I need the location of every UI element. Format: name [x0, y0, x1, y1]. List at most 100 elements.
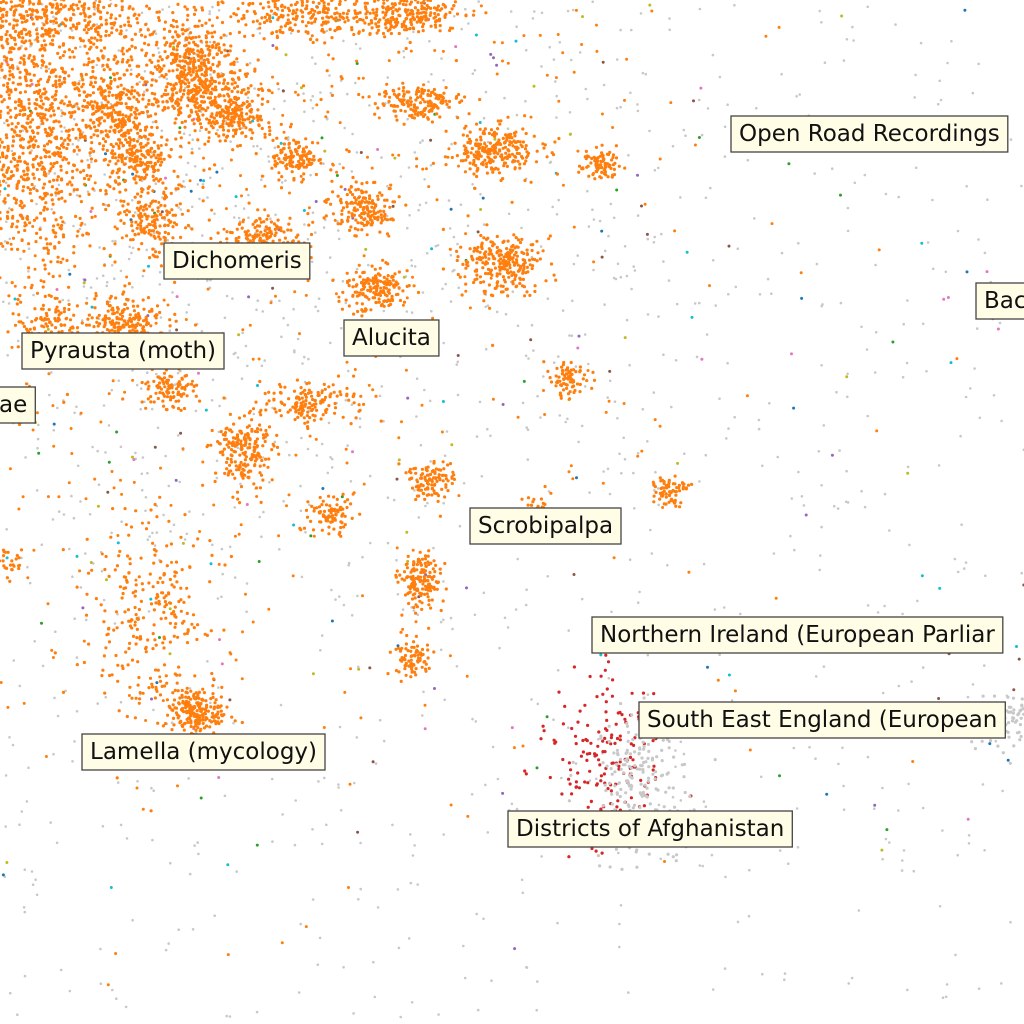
noise-point: [883, 604, 886, 608]
noise-point: [668, 17, 671, 20]
cluster-point: [157, 231, 161, 235]
noise-point: [906, 988, 909, 992]
cluster-point: [288, 26, 292, 30]
noise-point: [85, 296, 89, 300]
noise-point: [571, 8, 575, 12]
cluster-point: [9, 115, 13, 119]
cluster-point: [13, 157, 17, 161]
cluster-point: [120, 133, 124, 137]
noise-point: [73, 411, 76, 415]
cluster-point: [391, 11, 395, 15]
noise-point: [724, 875, 727, 879]
accent-point: [1, 873, 5, 877]
cluster-point: [176, 2, 180, 6]
cluster-point: [129, 113, 133, 117]
cluster-point: [208, 79, 212, 83]
noise-point: [134, 451, 137, 455]
noise-point: [245, 610, 248, 613]
noise-point: [325, 823, 328, 827]
cluster-point: [264, 234, 269, 238]
cluster-point: [176, 187, 180, 191]
noise-point: [48, 393, 51, 397]
cluster-point: [88, 47, 92, 51]
cluster-point: [124, 93, 129, 97]
cluster-point: [249, 84, 253, 88]
cluster-point: [127, 96, 131, 100]
cluster-point: [203, 54, 207, 58]
cluster-point: [77, 82, 81, 86]
accent-point: [395, 477, 399, 481]
cluster-point: [257, 233, 261, 237]
cluster-point: [56, 191, 61, 195]
noise-point: [478, 400, 482, 404]
cluster-point: [29, 42, 33, 46]
cluster-point: [163, 230, 167, 234]
cluster-point: [89, 157, 93, 161]
cluster-point: [51, 228, 55, 232]
noise-point: [310, 56, 314, 59]
cluster-point: [372, 11, 376, 15]
noise-point: [630, 28, 633, 32]
cluster-point: [350, 214, 354, 218]
noise-point: [842, 808, 846, 811]
noise-point: [521, 401, 525, 405]
cluster-point: [110, 26, 114, 30]
accent-point: [323, 149, 327, 153]
noise-point: [515, 113, 519, 117]
cluster-point: [229, 103, 233, 107]
accent-point: [234, 195, 238, 199]
cluster-point: [93, 80, 97, 84]
noise-point: [757, 427, 761, 431]
noise-point: [733, 415, 736, 419]
cluster-point: [22, 58, 26, 62]
cluster-point: [165, 209, 169, 213]
cluster-point: [222, 43, 226, 47]
noise-point: [223, 316, 227, 320]
cluster-point: [343, 20, 347, 24]
noise-point: [539, 416, 542, 419]
cluster-point: [454, 59, 458, 63]
cluster-point: [107, 203, 111, 208]
accent-point: [356, 830, 360, 834]
noise-point: [326, 471, 330, 475]
cluster-point: [347, 210, 351, 214]
noise-point: [554, 80, 557, 83]
noise-point: [888, 841, 891, 844]
noise-point: [540, 855, 543, 858]
noise-point: [228, 1015, 232, 1018]
noise-point: [98, 246, 101, 249]
cluster-point: [131, 214, 135, 218]
cluster-point: [230, 62, 234, 66]
cluster-point: [192, 67, 196, 71]
cluster-point: [174, 19, 178, 24]
accent-point: [147, 264, 150, 268]
noise-point: [278, 548, 281, 551]
noise-point: [94, 0, 98, 3]
noise-point: [629, 91, 632, 95]
accent-point: [800, 296, 804, 300]
cluster-point: [159, 213, 163, 217]
noise-point: [555, 213, 559, 216]
cluster-point: [57, 240, 61, 245]
cluster-point: [206, 139, 210, 143]
cluster-point: [121, 397, 125, 401]
cluster-point: [166, 232, 171, 236]
noise-point: [103, 173, 106, 176]
cluster-point: [145, 173, 149, 177]
cluster-point: [158, 224, 162, 228]
noise-point: [866, 5, 869, 9]
noise-point: [64, 689, 67, 693]
cluster-point: [53, 235, 58, 239]
accent-point: [481, 196, 485, 200]
cluster-point: [21, 151, 25, 155]
accent-point: [727, 673, 731, 677]
noise-point: [241, 331, 244, 335]
cluster-point: [130, 220, 134, 224]
accent-point: [175, 295, 179, 299]
cluster-point: [151, 71, 155, 76]
noise-point: [706, 107, 710, 110]
noise-point: [36, 446, 39, 450]
cluster-point: [339, 222, 343, 226]
noise-point: [814, 675, 818, 678]
accent-point: [423, 727, 427, 731]
